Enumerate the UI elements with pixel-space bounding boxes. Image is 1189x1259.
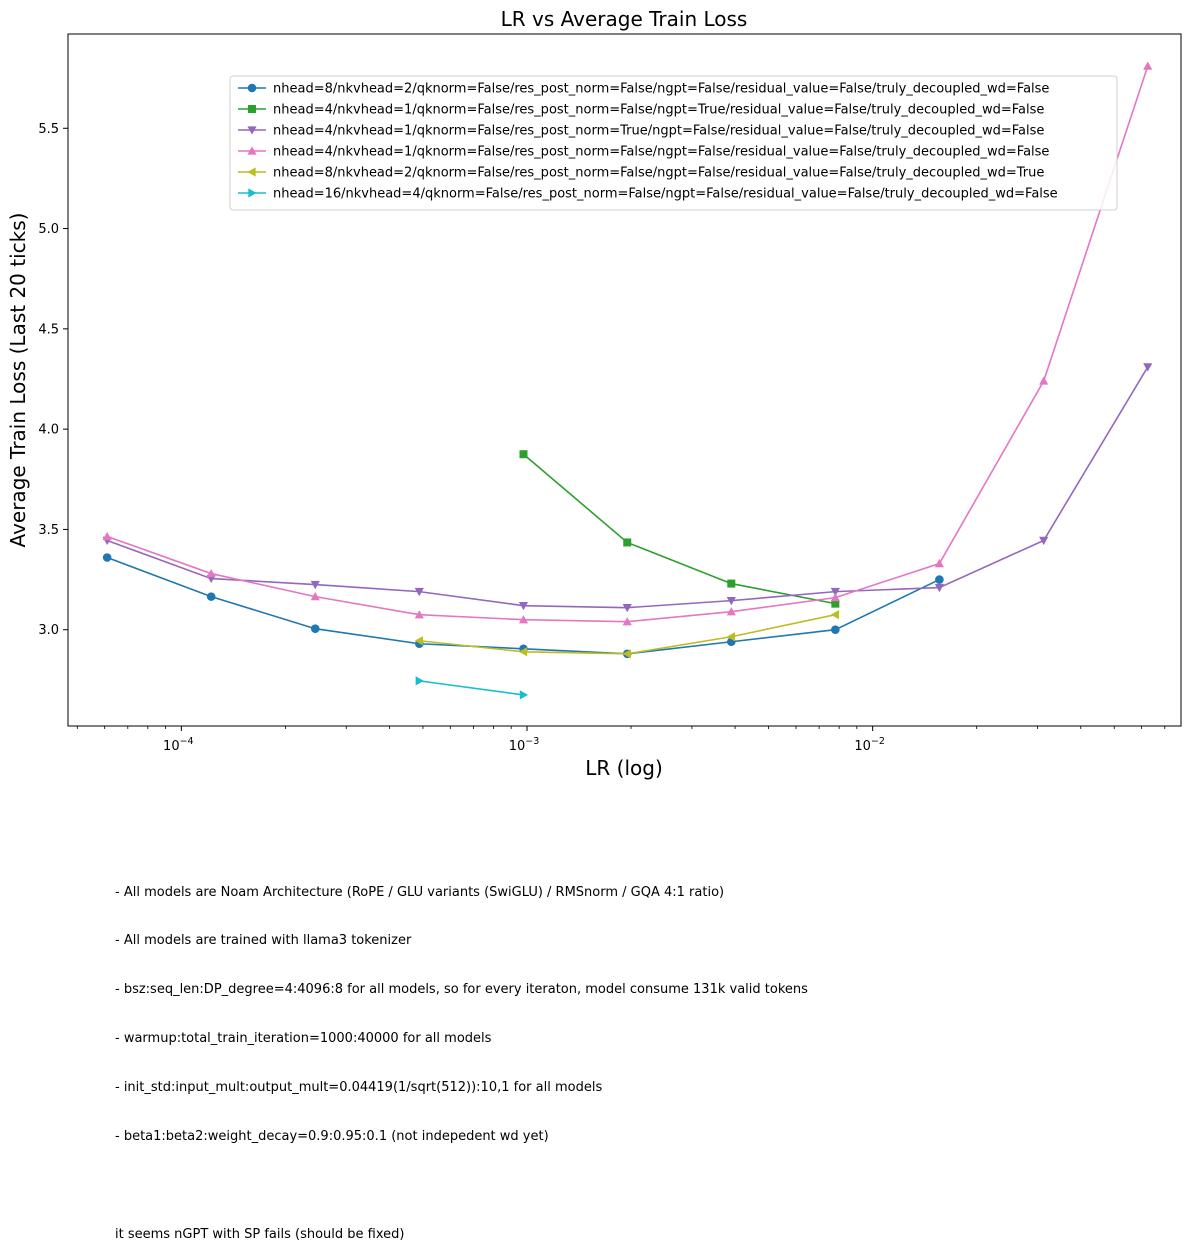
note-line: - All models are trained with llama3 tok… <box>115 933 412 949</box>
legend-marker <box>247 83 257 93</box>
data-point <box>1143 61 1153 70</box>
x-tick-label: 10−3 <box>509 736 540 754</box>
data-point <box>102 553 112 562</box>
legend-label: nhead=4/nkvhead=1/qknorm=False/res_post_… <box>273 124 1044 139</box>
data-point <box>206 568 216 578</box>
data-point <box>518 615 529 624</box>
data-point <box>830 593 840 602</box>
x-axis-label: LR (log) <box>585 756 663 780</box>
y-tick-label: 3.5 <box>38 523 59 538</box>
series-line-3 <box>106 366 1149 609</box>
y-axis-label: Average Train Loss (Last 20 ticks) <box>6 213 30 548</box>
data-point <box>934 558 944 568</box>
legend-marker <box>247 126 257 135</box>
x-tick-label: 10−2 <box>854 736 885 754</box>
legend-label: nhead=8/nkvhead=2/qknorm=False/res_post_… <box>273 82 1049 97</box>
data-point <box>414 636 423 646</box>
data-point <box>518 601 529 611</box>
legend-label: nhead=4/nkvhead=1/qknorm=False/res_post_… <box>273 103 1044 118</box>
data-point <box>206 592 216 601</box>
data-point <box>831 625 840 635</box>
legend-marker <box>247 146 257 155</box>
data-point <box>102 531 112 541</box>
remark-text: it seems nGPT with SP fails (should be f… <box>115 1226 405 1242</box>
data-point <box>831 599 840 608</box>
y-tick-label: 5.5 <box>38 122 59 137</box>
legend-label: nhead=4/nkvhead=1/qknorm=False/res_post_… <box>273 145 1049 160</box>
data-point <box>830 610 840 620</box>
note-line: - beta1:beta2:weight_decay=0.9:0.95:0.1 … <box>115 1129 549 1145</box>
data-point <box>1039 536 1049 546</box>
series-line-6 <box>419 680 524 696</box>
data-point <box>310 580 320 590</box>
note-line: - warmup:total_train_iteration=1000:4000… <box>115 1031 492 1047</box>
notes-block: - All models are Noam Architecture (RoPE… <box>115 852 808 1259</box>
data-point <box>623 538 632 547</box>
y-tick-label: 3.0 <box>38 623 59 638</box>
y-tick-label: 5.0 <box>38 222 59 237</box>
data-point <box>519 450 528 459</box>
legend-marker <box>248 188 257 198</box>
plot-frame <box>67 33 1182 727</box>
data-point <box>622 603 632 613</box>
data-point <box>1143 363 1153 372</box>
data-point <box>830 587 840 597</box>
y-tick-label: 4.0 <box>38 423 59 438</box>
data-point <box>726 596 736 606</box>
chart-title: LR vs Average Train Loss <box>501 7 748 31</box>
legend-marker <box>248 105 256 113</box>
legend-box <box>229 75 1118 211</box>
legend: nhead=8/nkvhead=2/qknorm=False/res_post_… <box>229 75 1118 211</box>
plot-area: 3.0 3.5 4.0 4.5 5.0 5.5 10−4 10−3 10−2 nhead=8/nk… <box>38 33 1182 754</box>
data-point <box>727 579 736 588</box>
legend-label: nhead=8/nkvhead=2/qknorm=False/res_post_… <box>273 166 1044 181</box>
line-chart: LR vs Average Train Loss 3.0 3.5 4.0 4.5 5.0… <box>6 7 1182 780</box>
legend-label: nhead=16/nkvhead=4/qknorm=False/res_post… <box>273 187 1058 202</box>
series-line-2 <box>522 453 836 605</box>
y-tick-label: 4.5 <box>38 322 59 337</box>
data-point <box>414 587 424 597</box>
data-point <box>622 617 632 626</box>
x-tick-label: 10−4 <box>163 736 194 754</box>
data-point <box>934 583 944 593</box>
data-point <box>622 649 631 659</box>
data-point <box>519 690 529 700</box>
data-point <box>726 632 735 642</box>
data-point <box>414 610 424 619</box>
data-point <box>726 607 736 616</box>
note-line: - init_std:input_mult:output_mult=0.0441… <box>115 1080 603 1096</box>
legend-marker <box>247 167 256 177</box>
note-line: - All models are Noam Architecture (RoPE… <box>115 884 725 900</box>
note-line: - bsz:seq_len:DP_degree=4:4096:8 for all… <box>115 982 808 998</box>
data-point <box>518 647 528 657</box>
data-point <box>310 624 320 634</box>
data-point <box>415 676 424 686</box>
data-point <box>310 592 320 601</box>
data-point <box>1039 376 1049 385</box>
data-point <box>935 575 944 584</box>
